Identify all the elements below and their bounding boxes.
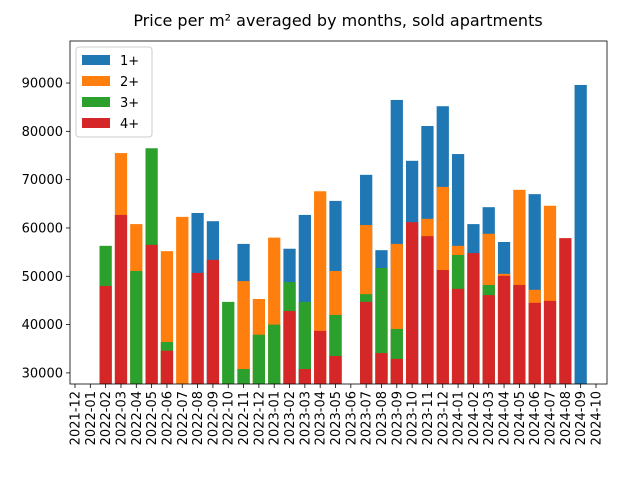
x-tick-label: 2023-09: [390, 391, 405, 445]
bar: [513, 284, 526, 384]
legend-swatch: [82, 76, 110, 86]
y-tick-label: 50000: [22, 270, 63, 285]
legend-label: 2+: [120, 75, 139, 90]
x-tick-label: 2022-01: [84, 391, 99, 445]
x-tick-label: 2022-08: [191, 391, 206, 445]
bar: [206, 259, 220, 384]
x-tick-label: 2023-12: [436, 391, 451, 445]
bar: [314, 330, 327, 384]
x-tick-label: 2023-03: [298, 391, 313, 445]
bar: [467, 253, 480, 384]
x-tick-label: 2021-12: [69, 391, 84, 445]
legend-label: 3+: [120, 96, 139, 111]
bar: [268, 324, 281, 384]
x-tick-label: 2024-05: [513, 391, 528, 445]
x-tick-label: 2022-12: [252, 391, 267, 445]
x-tick-label: 2023-11: [421, 391, 436, 445]
chart-title: Price per m² averaged by months, sold ap…: [133, 11, 542, 30]
x-tick-label: 2024-08: [559, 391, 574, 445]
x-tick-label: 2024-04: [498, 391, 513, 445]
bar: [114, 214, 128, 384]
bar: [559, 238, 572, 384]
bar: [145, 244, 158, 384]
legend-box: [75, 46, 153, 138]
legend-swatch: [82, 55, 110, 65]
x-tick-label: 2022-03: [114, 391, 129, 445]
x-tick-label: 2023-05: [329, 391, 344, 445]
bar: [574, 84, 587, 384]
y-tick-label: 30000: [22, 366, 63, 381]
x-tick-label: 2022-07: [176, 391, 191, 445]
x-tick-label: 2022-02: [99, 391, 114, 445]
x-tick-label: 2022-10: [222, 391, 237, 445]
x-tick-label: 2023-04: [314, 391, 329, 445]
bar: [375, 353, 388, 384]
x-tick-label: 2023-10: [406, 391, 421, 445]
x-tick-label: 2023-01: [268, 391, 283, 445]
y-tick-label: 90000: [22, 77, 63, 92]
x-tick-label: 2022-04: [130, 391, 145, 445]
bar: [390, 358, 403, 384]
x-tick-label: 2024-01: [452, 391, 467, 445]
x-tick-label: 2023-06: [344, 391, 359, 445]
bar: [252, 334, 266, 384]
bar: [237, 281, 250, 384]
plot-frame: [69, 40, 608, 385]
bar: [298, 369, 311, 384]
x-tick-label: 2024-03: [482, 391, 497, 445]
bar: [176, 216, 189, 384]
bar: [222, 301, 235, 384]
x-tick-label: 2023-02: [283, 391, 298, 445]
x-tick-label: 2023-08: [375, 391, 390, 445]
x-tick-label: 2022-06: [160, 391, 175, 445]
x-tick-label: 2024-10: [590, 391, 605, 445]
bar: [543, 300, 557, 384]
bar: [451, 288, 465, 384]
bar: [160, 350, 174, 384]
x-tick-label: 2022-11: [237, 391, 252, 445]
legend-swatch: [82, 97, 110, 107]
bar: [283, 311, 296, 384]
bar: [130, 270, 143, 384]
legend-swatch: [82, 118, 110, 128]
legend-label: 4+: [120, 117, 139, 132]
y-tick-label: 60000: [22, 221, 63, 236]
bar: [329, 355, 342, 384]
legend-label: 1+: [120, 54, 139, 69]
y-tick-label: 70000: [22, 173, 63, 188]
x-tick-label: 2024-09: [574, 391, 589, 445]
bar: [360, 301, 373, 384]
bar: [482, 295, 495, 384]
bar: [237, 369, 250, 384]
x-tick-label: 2023-07: [360, 391, 375, 445]
x-tick-label: 2022-09: [206, 391, 221, 445]
bar: [436, 269, 449, 384]
bar: [497, 275, 511, 384]
x-tick-label: 2024-06: [528, 391, 543, 445]
y-tick-label: 40000: [22, 318, 63, 333]
bar: [99, 285, 112, 384]
bar: [421, 236, 434, 384]
x-tick-label: 2024-02: [467, 391, 482, 445]
bar: [298, 301, 311, 384]
x-tick-label: 2024-07: [544, 391, 559, 445]
y-tick-label: 80000: [22, 125, 63, 140]
bar: [191, 272, 204, 384]
x-tick-label: 2022-05: [145, 391, 160, 445]
bar: [528, 302, 541, 384]
bar: [405, 222, 419, 384]
